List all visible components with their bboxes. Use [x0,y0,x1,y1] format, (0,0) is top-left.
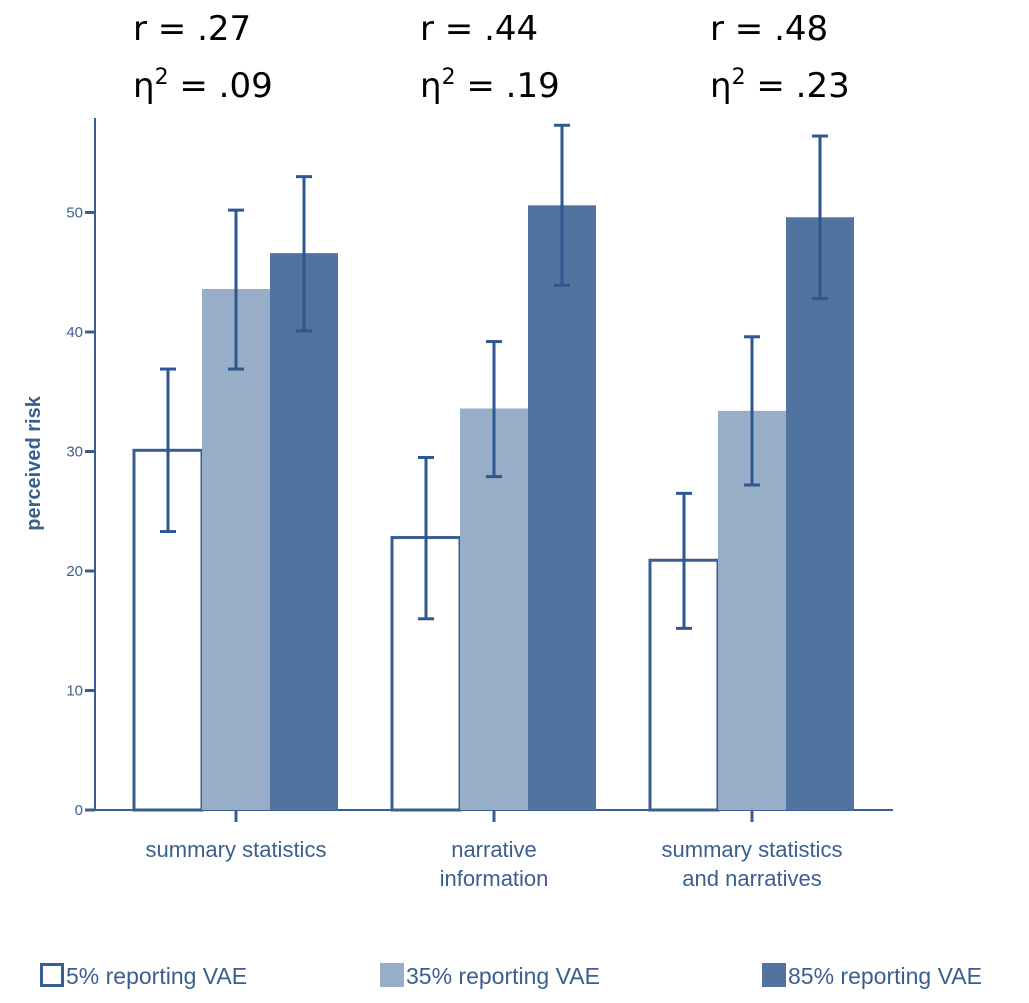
x-category-label: information [440,866,549,891]
y-tick-label: 20 [66,563,83,580]
annotation-r: r = .44 [420,9,538,49]
bar [270,253,338,810]
y-tick-label: 50 [66,205,83,222]
legend-swatch [380,963,404,987]
x-category-label: narrative [451,837,537,862]
y-tick-label: 40 [66,324,83,341]
legend-label: 85% reporting VAE [788,963,982,989]
x-category-label: summary statistics [146,837,327,862]
y-tick-label: 30 [66,444,83,461]
x-category-label: summary statistics [662,837,843,862]
bar [528,205,596,810]
annotation-eta: η2 = .09 [133,65,273,106]
annotation-eta: η2 = .19 [420,65,560,106]
bar [202,288,270,811]
legend-swatch [40,963,64,987]
legend-label: 5% reporting VAE [66,963,247,989]
annotation-r: r = .48 [710,9,828,49]
legend-swatch [762,963,786,987]
annotation-r: r = .27 [133,9,251,49]
y-tick-label: 0 [75,802,83,819]
bar [786,217,854,810]
y-axis-label: perceived risk [23,395,45,530]
annotation-eta: η2 = .23 [710,65,850,106]
x-category-label: and narratives [682,866,821,891]
legend-label: 35% reporting VAE [406,963,600,989]
y-tick-label: 10 [66,683,83,700]
